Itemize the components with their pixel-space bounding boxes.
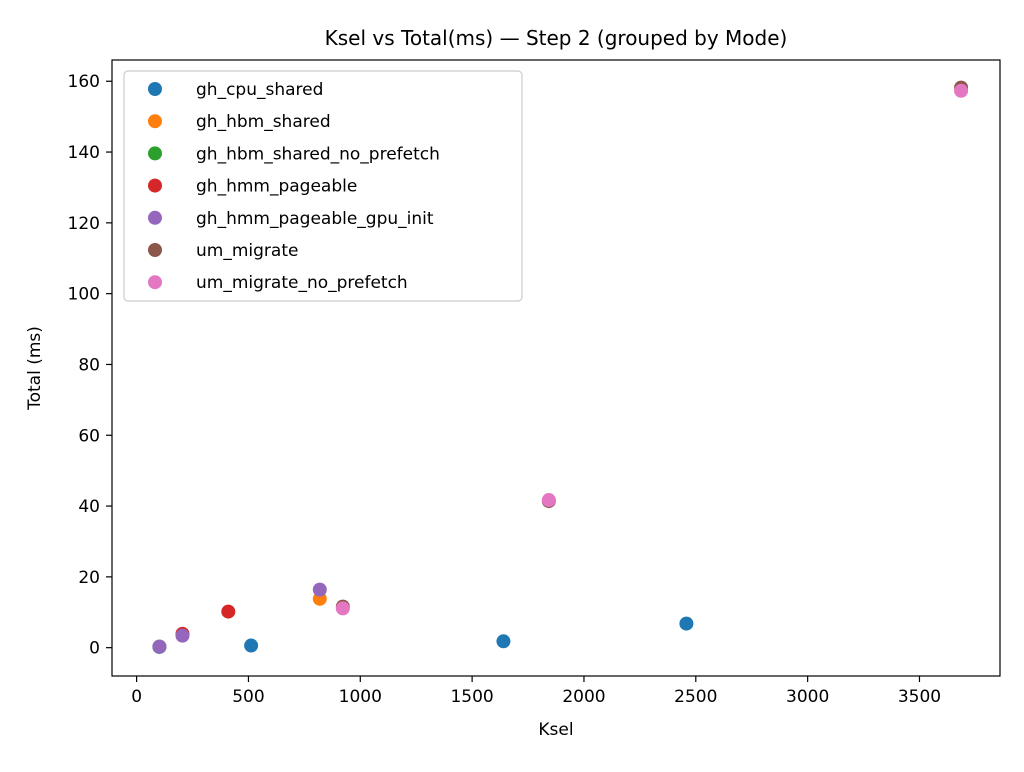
data-point: [221, 604, 236, 619]
y-tick-label: 40: [78, 497, 100, 517]
x-axis-label: Ksel: [538, 720, 573, 740]
legend-label: gh_hbm_shared: [196, 112, 331, 132]
series-gh_cpu_shared: [152, 616, 694, 654]
y-tick-label: 160: [68, 72, 100, 92]
legend-marker: [148, 243, 162, 257]
y-axis-label: Total (ms): [25, 326, 45, 411]
series-gh_hmm_pageable_gpu_init: [152, 582, 327, 654]
y-tick-label: 20: [78, 568, 100, 588]
data-point: [312, 582, 327, 597]
data-point: [541, 493, 556, 508]
data-point: [954, 83, 969, 98]
x-tick-label: 3000: [786, 687, 829, 707]
legend: gh_cpu_shared gh_hbm_shared gh_hbm_shared_…: [123, 70, 523, 302]
y-tick-label: 100: [68, 285, 100, 305]
x-tick-label: 1000: [339, 687, 382, 707]
data-point: [175, 628, 190, 643]
data-point: [496, 634, 511, 649]
x-tick-label: 2000: [562, 687, 605, 707]
data-point: [244, 638, 259, 653]
legend-marker: [148, 210, 162, 225]
x-tick-label: 500: [232, 687, 264, 707]
x-tick-label: 2500: [674, 687, 717, 707]
data-point: [152, 639, 167, 654]
plot-frame: [111, 59, 1001, 677]
y-tick-label: 120: [68, 214, 100, 234]
data-point: [679, 616, 694, 631]
chart-title: Ksel vs Total(ms) — Step 2 (grouped by M…: [325, 26, 788, 50]
legend-marker: [148, 178, 162, 193]
y-tick-label: 60: [78, 426, 100, 446]
legend-label: gh_hbm_shared_no_prefetch: [196, 144, 440, 164]
legend-marker: [148, 146, 162, 161]
legend-label: gh_hmm_pageable_gpu_init: [196, 209, 434, 229]
legend-marker: [148, 275, 162, 290]
y-tick-label: 0: [89, 639, 100, 659]
legend-marker: [148, 114, 162, 129]
legend-marker: [148, 82, 162, 96]
legend-label: um_migrate: [196, 241, 298, 261]
legend-label: gh_cpu_shared: [196, 80, 323, 100]
x-tick-label: 1500: [450, 687, 493, 707]
legend-box: [123, 70, 523, 302]
plot-area: 0 500 1000 1500 2000 2500 3000 3500 0 20 40 60 80 100…: [68, 59, 1001, 707]
x-tick-label: 3500: [898, 687, 941, 707]
data-point: [335, 601, 350, 616]
x-tick-label: 0: [131, 687, 142, 707]
y-tick-label: 140: [68, 143, 100, 163]
y-tick-label: 80: [78, 355, 100, 375]
legend-label: um_migrate_no_prefetch: [196, 273, 408, 293]
legend-label: gh_hmm_pageable: [196, 177, 357, 197]
series-um_migrate_no_prefetch: [335, 83, 969, 616]
